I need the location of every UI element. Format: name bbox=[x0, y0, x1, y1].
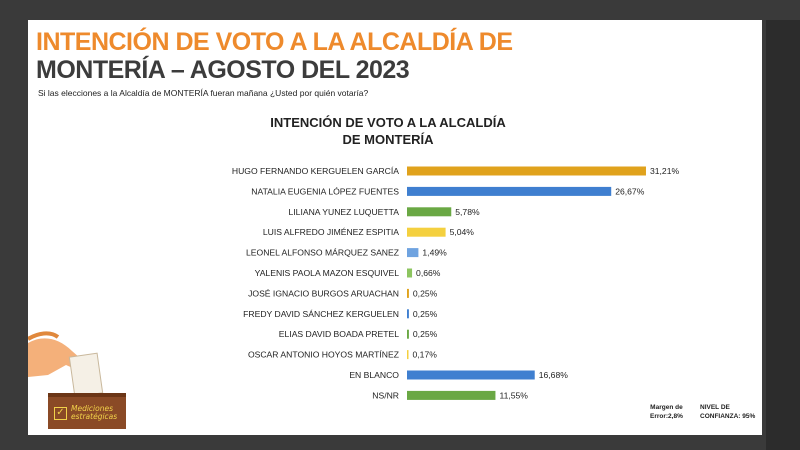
category-label: LILIANA YUNEZ LUQUETTA bbox=[289, 207, 400, 217]
bar bbox=[407, 370, 535, 380]
category-label: ELIAS DAVID BOADA PRETEL bbox=[279, 329, 399, 339]
bar bbox=[407, 248, 419, 258]
value-label: 5,78% bbox=[455, 207, 480, 217]
category-label: LUIS ALFREDO JIMÉNEZ ESPITIA bbox=[263, 227, 399, 237]
title-line-1: INTENCIÓN DE VOTO A LA ALCALDÍA DE bbox=[36, 28, 513, 56]
category-label: EN BLANCO bbox=[349, 370, 399, 380]
category-label: JOSÉ IGNACIO BURGOS ARUACHAN bbox=[248, 288, 399, 298]
check-icon: ✓ bbox=[54, 406, 67, 420]
value-label: 0,25% bbox=[413, 329, 438, 339]
logo-line-2: estratégicas bbox=[71, 412, 118, 421]
bar bbox=[407, 166, 646, 176]
logo-text: Mediciones estratégicas bbox=[71, 405, 117, 421]
chart-title: INTENCIÓN DE VOTO A LA ALCALDÍA DE MONTE… bbox=[248, 114, 528, 148]
value-label: 0,25% bbox=[413, 288, 438, 298]
bar bbox=[407, 309, 409, 319]
value-label: 11,55% bbox=[499, 390, 528, 400]
value-label: 0,66% bbox=[416, 268, 441, 278]
bar bbox=[407, 227, 446, 237]
value-label: 5,04% bbox=[450, 227, 475, 237]
value-label: 26,67% bbox=[615, 186, 645, 196]
slide: INTENCIÓN DE VOTO A LA ALCALDÍA DE MONTE… bbox=[28, 20, 762, 435]
bar bbox=[407, 350, 409, 360]
logo-ballot-box: ✓ Mediciones estratégicas bbox=[48, 393, 126, 429]
bar bbox=[407, 268, 413, 278]
bar bbox=[407, 186, 612, 196]
value-label: 1,49% bbox=[422, 248, 447, 258]
margin-line-1: Margen de bbox=[650, 404, 683, 411]
value-label: 0,25% bbox=[413, 309, 438, 319]
margin-of-error-note: Margen de Error:2,8% bbox=[650, 403, 683, 421]
bar bbox=[407, 390, 496, 400]
category-label: NATALIA EUGENIA LÓPEZ FUENTES bbox=[251, 186, 399, 196]
value-label: 16,68% bbox=[539, 370, 569, 380]
value-label: 0,17% bbox=[413, 350, 438, 360]
title-line-2: MONTERÍA – AGOSTO DEL 2023 bbox=[36, 56, 410, 84]
screen-edge bbox=[766, 20, 800, 450]
logo: ✓ Mediciones estratégicas bbox=[28, 325, 138, 435]
chart-title-line-1: INTENCIÓN DE VOTO A LA ALCALDÍA bbox=[270, 115, 506, 130]
logo-line-1: Mediciones bbox=[71, 404, 114, 413]
survey-question: Si las elecciones a la Alcaldía de MONTE… bbox=[38, 88, 369, 98]
bar bbox=[407, 288, 409, 298]
bar bbox=[407, 207, 452, 217]
confidence-note: NIVEL DE CONFIANZA: 95% bbox=[700, 403, 755, 421]
confidence-line-2: CONFIANZA: 95% bbox=[700, 413, 756, 420]
category-label: FREDY DAVID SÁNCHEZ KERGUELEN bbox=[243, 309, 399, 319]
ballot-hand-icon bbox=[28, 331, 104, 398]
category-label: LEONEL ALFONSO MÁRQUEZ SANEZ bbox=[246, 248, 399, 258]
value-label: 31,21% bbox=[650, 166, 680, 176]
chart-title-line-2: DE MONTERÍA bbox=[342, 132, 434, 147]
bar-chart: HUGO FERNANDO KERGUELEN GARCÍA 31,21% NATA… bbox=[232, 166, 680, 400]
confidence-line-1: NIVEL DE bbox=[700, 404, 730, 411]
category-label: YALENIS PAOLA MAZON ESQUIVEL bbox=[255, 268, 400, 278]
margin-line-2: Error:2,8% bbox=[650, 413, 683, 420]
bar bbox=[407, 329, 409, 339]
category-label: OSCAR ANTONIO HOYOS MARTÍNEZ bbox=[248, 350, 399, 360]
category-label: HUGO FERNANDO KERGUELEN GARCÍA bbox=[232, 166, 399, 176]
category-label: NS/NR bbox=[372, 390, 399, 400]
